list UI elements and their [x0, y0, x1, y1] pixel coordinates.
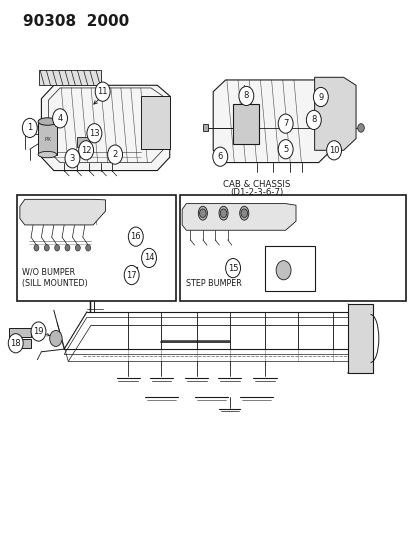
Text: 8: 8	[243, 92, 248, 100]
Circle shape	[240, 209, 247, 217]
Text: 14: 14	[143, 254, 154, 262]
Text: (D1-2-3-6-7): (D1-2-3-6-7)	[230, 188, 282, 197]
Text: STEP BUMPER: STEP BUMPER	[185, 279, 241, 288]
Circle shape	[85, 245, 90, 251]
Polygon shape	[20, 199, 105, 225]
Circle shape	[78, 141, 93, 160]
Bar	[9, 339, 31, 348]
Polygon shape	[41, 85, 169, 171]
Circle shape	[238, 86, 253, 106]
Text: 17: 17	[126, 271, 137, 279]
Circle shape	[22, 118, 37, 138]
Bar	[264, 246, 314, 291]
Circle shape	[34, 245, 39, 251]
Text: 10: 10	[328, 146, 339, 155]
Ellipse shape	[198, 206, 207, 220]
Circle shape	[212, 147, 227, 166]
Text: 12: 12	[81, 146, 91, 155]
Polygon shape	[39, 70, 101, 85]
Ellipse shape	[239, 206, 248, 220]
Polygon shape	[182, 204, 295, 230]
Text: 16: 16	[130, 232, 141, 241]
Circle shape	[220, 209, 226, 217]
Circle shape	[141, 248, 156, 268]
Text: 8: 8	[311, 116, 316, 124]
Bar	[9, 328, 31, 337]
Circle shape	[44, 245, 49, 251]
Circle shape	[75, 245, 80, 251]
Text: 18: 18	[10, 339, 21, 348]
Circle shape	[65, 149, 80, 168]
Circle shape	[326, 141, 341, 160]
Bar	[202, 124, 208, 131]
Text: PX: PX	[44, 137, 51, 142]
Text: W/O BUMPER: W/O BUMPER	[22, 267, 75, 276]
Circle shape	[95, 82, 110, 101]
Text: 7: 7	[282, 119, 287, 128]
Circle shape	[278, 114, 292, 133]
Text: 19: 19	[33, 327, 44, 336]
Polygon shape	[140, 96, 169, 149]
Text: 5: 5	[282, 145, 287, 154]
Bar	[76, 137, 89, 147]
Circle shape	[52, 109, 67, 128]
Circle shape	[31, 322, 46, 341]
Circle shape	[8, 334, 23, 353]
Ellipse shape	[38, 151, 57, 158]
Text: 90308  2000: 90308 2000	[23, 14, 129, 29]
Text: 9: 9	[318, 93, 323, 101]
Text: CAB & CHASSIS: CAB & CHASSIS	[223, 180, 290, 189]
Circle shape	[124, 265, 139, 285]
Circle shape	[107, 145, 122, 164]
Text: 11: 11	[97, 87, 108, 96]
Bar	[180, 195, 405, 301]
Circle shape	[275, 261, 290, 280]
Text: 13: 13	[89, 129, 100, 138]
Bar	[38, 123, 57, 155]
Text: 3: 3	[70, 154, 75, 163]
Circle shape	[306, 110, 320, 130]
Text: 15: 15	[227, 264, 238, 272]
Text: 4: 4	[57, 114, 62, 123]
Ellipse shape	[218, 206, 228, 220]
Circle shape	[225, 259, 240, 278]
Circle shape	[313, 87, 328, 107]
Polygon shape	[213, 80, 330, 163]
Ellipse shape	[38, 118, 57, 125]
Text: 2: 2	[112, 150, 117, 159]
Text: 6: 6	[217, 152, 222, 161]
Circle shape	[199, 209, 206, 217]
Circle shape	[87, 124, 102, 143]
Circle shape	[50, 330, 62, 346]
Circle shape	[65, 245, 70, 251]
Polygon shape	[314, 77, 355, 150]
Circle shape	[357, 124, 363, 132]
Circle shape	[128, 227, 143, 246]
Circle shape	[55, 245, 59, 251]
Bar	[17, 195, 176, 301]
Text: (SILL MOUNTED): (SILL MOUNTED)	[22, 279, 88, 288]
Circle shape	[278, 140, 292, 159]
Text: 1: 1	[27, 124, 32, 132]
Bar	[347, 304, 373, 373]
Bar	[233, 104, 258, 144]
